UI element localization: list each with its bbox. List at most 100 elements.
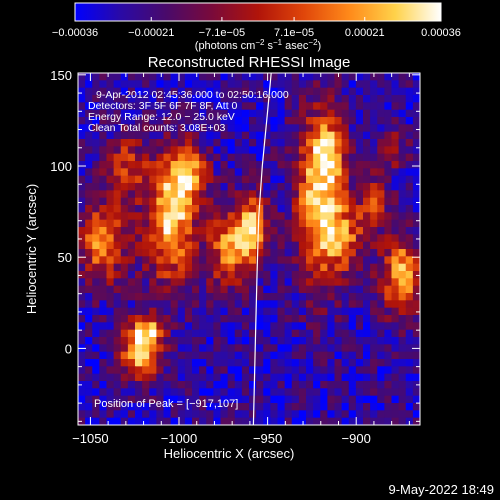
heatmap-cell [313, 359, 321, 367]
heatmap-cell [313, 117, 321, 125]
heatmap-cell [234, 366, 243, 375]
heatmap-cell [306, 139, 314, 147]
heatmap-cell [256, 183, 264, 191]
heatmap-cell [241, 359, 250, 367]
heatmap-cell [92, 293, 100, 301]
heatmap-cell [135, 256, 143, 265]
heatmap-cell [206, 366, 214, 375]
heatmap-cell [377, 249, 385, 257]
heatmap-cell [170, 359, 179, 367]
heatmap-cell [341, 285, 350, 294]
heatmap-cell [391, 212, 400, 221]
heatmap-cell [327, 359, 336, 367]
heatmap-cell [106, 87, 115, 96]
heatmap-cell [170, 256, 179, 265]
heatmap-cell [135, 117, 143, 125]
heatmap-cell [384, 322, 393, 331]
heatmap-cell [234, 351, 243, 360]
heatmap-cell [377, 205, 385, 213]
heatmap-cell [192, 271, 200, 279]
heatmap-cell [377, 293, 385, 301]
heatmap-cell [377, 285, 385, 294]
heatmap-cell [241, 322, 250, 331]
heatmap-cell [135, 227, 143, 235]
heatmap-cell [156, 175, 165, 184]
heatmap-cell [398, 175, 407, 184]
heatmap-cell [85, 366, 93, 375]
heatmap-cell [234, 109, 243, 118]
heatmap-cell [163, 117, 172, 125]
heatmap-cell [370, 80, 378, 89]
heatmap-cell [384, 139, 393, 147]
heatmap-cell [363, 139, 371, 147]
heatmap-cell [135, 315, 143, 323]
heatmap-cell [99, 205, 108, 213]
heatmap-cell [163, 373, 172, 382]
heatmap-cell [313, 175, 321, 184]
heatmap-cell [306, 161, 314, 169]
heatmap-cell [241, 403, 250, 411]
heatmap-cell [135, 337, 143, 345]
heatmap-cell [398, 366, 407, 375]
heatmap-cell [249, 329, 257, 338]
heatmap-cell [135, 285, 143, 294]
heatmap-cell [348, 388, 357, 397]
heatmap-cell [398, 285, 407, 294]
heatmap-cell [234, 315, 243, 323]
heatmap-cell [320, 87, 328, 96]
heatmap-cell [384, 153, 393, 162]
heatmap-cell [234, 403, 243, 411]
heatmap-cell [377, 381, 385, 389]
heatmap-cell [377, 417, 385, 425]
heatmap-cell [377, 337, 385, 345]
heatmap-cell [306, 153, 314, 162]
heatmap-cell [213, 307, 222, 316]
heatmap-cell [85, 227, 93, 235]
heatmap-cell [391, 117, 400, 125]
heatmap-cell [377, 234, 385, 243]
heatmap-cell [120, 315, 129, 323]
heatmap-cell [298, 175, 307, 184]
heatmap-cell [199, 373, 207, 382]
heatmap-cell [85, 395, 93, 404]
heatmap-cell [163, 403, 172, 411]
heatmap-cell [135, 146, 143, 155]
heatmap-cell [163, 300, 172, 309]
heatmap-cell [348, 183, 357, 191]
heatmap-cell [405, 351, 414, 360]
heatmap-cell [241, 285, 250, 294]
heatmap-cell [334, 124, 343, 133]
heatmap-cell [412, 337, 420, 345]
heatmap-cell [263, 403, 271, 411]
heatmap-cell [355, 153, 364, 162]
heatmap-cell [113, 131, 122, 140]
heatmap-cell [113, 146, 122, 155]
heatmap-cell [135, 139, 143, 147]
heatmap-cell [334, 175, 343, 184]
heatmap-cell [341, 139, 350, 147]
heatmap-cell [370, 315, 378, 323]
heatmap-cell [327, 249, 336, 257]
heatmap-cell [355, 197, 364, 206]
heatmap-cell [227, 117, 236, 125]
heatmap-cell [320, 285, 328, 294]
heatmap-cell [142, 197, 150, 206]
heatmap-cell [363, 219, 371, 228]
chart-title: Reconstructed RHESSI Image [148, 54, 351, 71]
heatmap-cell [306, 344, 314, 353]
heatmap-cell [192, 117, 200, 125]
heatmap-cell [277, 234, 286, 243]
heatmap-cell [391, 293, 400, 301]
heatmap-cell [341, 219, 350, 228]
heatmap-cell [412, 131, 420, 140]
heatmap-cell [142, 168, 150, 177]
heatmap-cell [355, 403, 364, 411]
heatmap-cell [113, 249, 122, 257]
heatmap-cell [306, 95, 314, 103]
heatmap-cell [241, 293, 250, 301]
heatmap-cell [270, 337, 279, 345]
heatmap-cell [256, 322, 264, 331]
heatmap-cell [149, 381, 157, 389]
heatmap-cell [306, 351, 314, 360]
heatmap-cell [170, 197, 179, 206]
